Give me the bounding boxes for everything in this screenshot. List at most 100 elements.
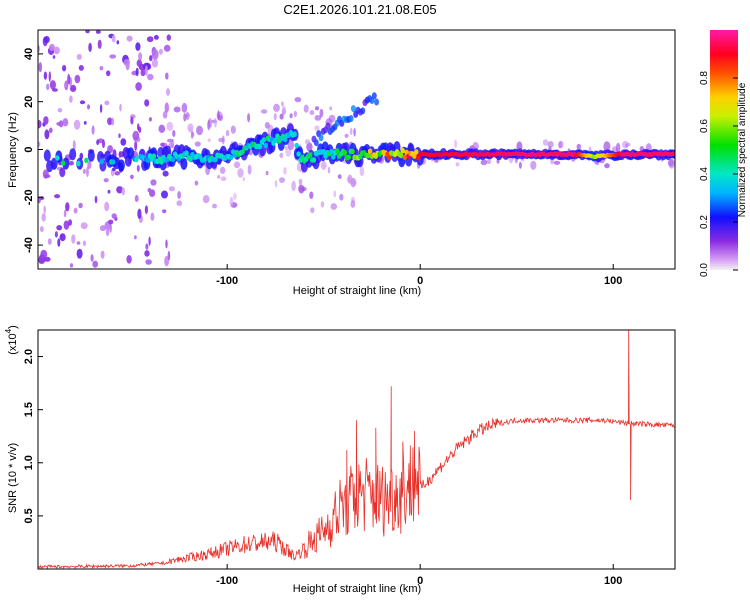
noise-blob [43, 116, 49, 125]
noise-blob [233, 161, 241, 169]
noise-blob [132, 130, 140, 141]
ridge-core [308, 152, 313, 158]
noise-blob [319, 108, 324, 118]
noise-blob [112, 167, 116, 172]
x-tick-label: 0 [417, 575, 423, 587]
ridge-core [414, 149, 419, 155]
ridge-core [55, 155, 60, 161]
noise-blob [158, 48, 163, 55]
noise-blob [145, 243, 149, 250]
noise-blob [160, 142, 165, 147]
noise-blob [43, 256, 51, 262]
noise-blob [314, 115, 322, 121]
noise-blob [194, 141, 201, 147]
noise-blob [120, 138, 127, 146]
noise-blob [329, 106, 333, 111]
noise-blob [135, 42, 141, 51]
spectrogram-x-label: Height of straight line (km) [293, 285, 421, 297]
noise-blob [41, 213, 46, 222]
noise-blob [111, 213, 117, 219]
ridge-core [346, 154, 351, 160]
noise-blob [130, 174, 134, 180]
noise-blob [103, 178, 109, 183]
noise-blob [293, 110, 297, 118]
noise-blob [56, 225, 63, 231]
noise-blob [136, 164, 140, 172]
noise-blob [97, 39, 102, 49]
noise-blob [454, 139, 457, 149]
branch-blob [318, 134, 324, 142]
ridge-halo [87, 149, 95, 162]
noise-blob [274, 179, 278, 188]
branch-blob [325, 122, 331, 130]
noise-blob [147, 73, 154, 81]
noise-blob [49, 127, 53, 134]
noise-blob [339, 193, 344, 201]
noise-blob [92, 260, 98, 268]
noise-blob [150, 212, 155, 221]
colorbar-tick-label: 0.6 [699, 119, 710, 133]
noise-blob [188, 127, 193, 133]
y-tick-label: 1.5 [23, 402, 35, 417]
noise-blob [148, 236, 151, 246]
noise-blob [353, 127, 356, 137]
noise-blob [72, 140, 76, 151]
ridge-core [273, 137, 278, 144]
noise-blob [102, 139, 105, 149]
branch-blob [350, 105, 356, 113]
ridge-core [294, 142, 299, 149]
noise-blob [144, 99, 150, 107]
colorbar: 0.0 0.2 0.4 0.6 0.8 Normalized spectral ampl… [699, 30, 748, 277]
y-tick-label: 20 [23, 96, 35, 108]
noise-blob [344, 133, 349, 138]
noise-blob [558, 141, 562, 149]
noise-blob [40, 249, 48, 259]
ridge-core [311, 157, 317, 163]
noise-blob [106, 227, 110, 237]
ridge-core [228, 154, 234, 161]
noise-blob [247, 164, 252, 175]
branch-blob [374, 98, 380, 106]
branch-blob [313, 139, 319, 147]
noise-blob [176, 200, 183, 207]
colorbar-tick-label: 0.0 [699, 263, 710, 277]
ridge-halo [180, 157, 188, 170]
noise-blob [79, 100, 86, 105]
noise-blob [212, 203, 217, 209]
ridge-core [263, 142, 268, 149]
ridge-core [350, 148, 355, 155]
ridge-core [134, 156, 139, 163]
noise-blob [150, 179, 157, 186]
noise-blob [96, 139, 100, 146]
noise-blob [38, 141, 41, 148]
noise-blob [126, 35, 133, 42]
ridge-core [412, 153, 417, 159]
noise-blob [220, 166, 226, 174]
colorbar-tick-label: 0.8 [699, 71, 710, 85]
branch-blob [348, 115, 354, 122]
noise-blob [43, 36, 50, 44]
noise-blob [121, 187, 126, 196]
x-tick-label: -100 [216, 575, 238, 587]
noise-blob [135, 82, 142, 91]
ridge-halo [50, 157, 58, 170]
noise-blob [99, 104, 103, 113]
noise-blob [138, 52, 143, 61]
noise-blob [104, 201, 110, 212]
noise-blob [242, 177, 246, 182]
noise-blob [78, 65, 84, 71]
noise-blob [111, 34, 116, 43]
noise-blob [82, 168, 86, 175]
noise-blob [73, 207, 78, 214]
ridge-core [398, 152, 404, 159]
snr-y-label: SNR (10 * v/v) [7, 443, 19, 513]
snr-line [38, 330, 675, 569]
noise-blob [162, 209, 167, 214]
branch-blob [360, 107, 366, 115]
noise-blob [134, 235, 137, 240]
noise-blob [59, 167, 66, 178]
spectrogram-y-ticks: -40 -20 0 20 40 [23, 48, 43, 253]
noise-blob [158, 124, 166, 133]
noise-blob [43, 205, 46, 214]
